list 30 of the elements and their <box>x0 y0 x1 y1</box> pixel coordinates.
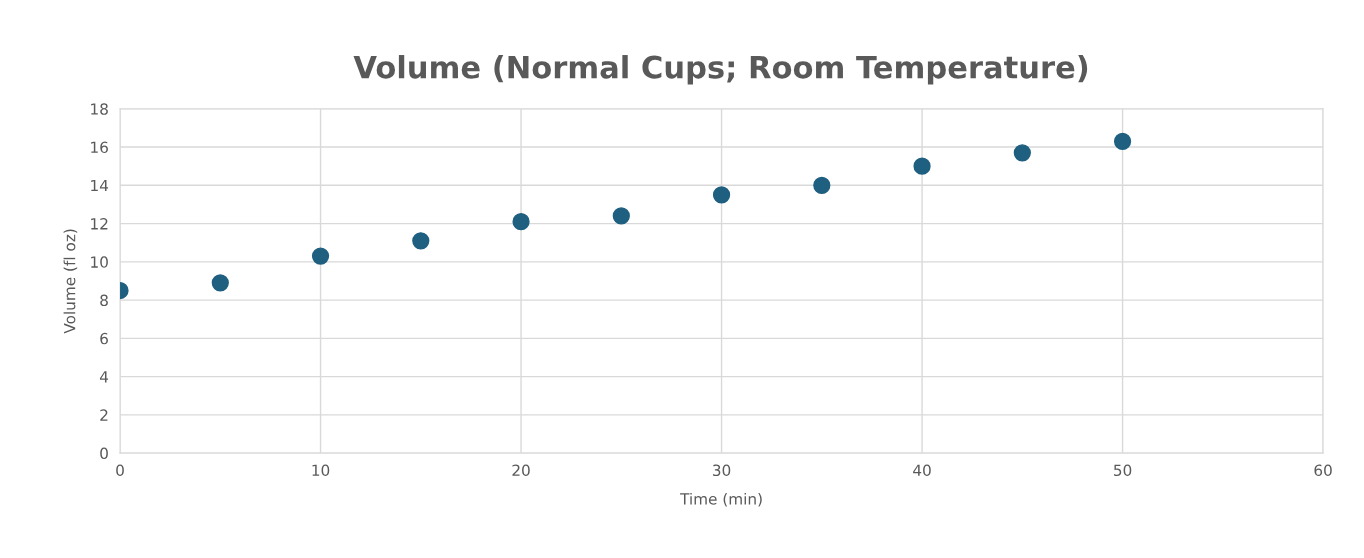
y-tick-label: 18 <box>91 103 108 115</box>
x-axis-title: Time (min) <box>680 492 762 507</box>
y-tick-label: 10 <box>91 256 108 268</box>
point <box>1013 144 1031 162</box>
y-tick-label: 0 <box>100 447 108 460</box>
x-tick-label: 50 <box>1114 464 1132 477</box>
point <box>1113 132 1132 150</box>
y-tick-label: 6 <box>100 332 108 345</box>
x-tick-label: 30 <box>713 464 731 477</box>
y-tick-label: 2 <box>100 409 108 421</box>
y-tick-label: 8 <box>100 294 108 307</box>
y-tick-label: 14 <box>91 179 109 192</box>
point <box>512 213 530 231</box>
point <box>211 274 229 292</box>
point <box>612 207 630 225</box>
x-tick-label: 0 <box>116 464 124 477</box>
x-tick-label: 10 <box>312 464 330 477</box>
point <box>913 157 931 175</box>
point <box>412 232 430 250</box>
chart-title: Volume (Normal Cups; Room Temperature) <box>353 55 1088 85</box>
point <box>813 176 831 194</box>
x-tick-label: 60 <box>1314 464 1332 477</box>
y-axis-title: Volume (fl oz) <box>63 229 78 334</box>
point <box>311 247 330 265</box>
y-tick-label: 16 <box>91 141 108 154</box>
y-tick-label: 4 <box>99 371 109 383</box>
x-tick-label: 40 <box>913 464 931 477</box>
y-tick-label: 12 <box>91 218 108 230</box>
x-tick-label: 20 <box>512 464 530 477</box>
point <box>712 186 731 204</box>
